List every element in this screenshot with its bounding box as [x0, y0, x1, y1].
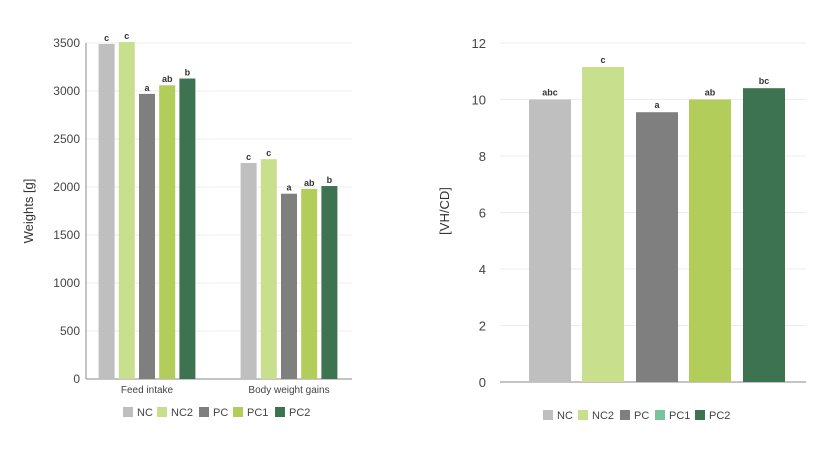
y-tick-label: 2500 — [53, 132, 80, 146]
legend-swatch-pc — [199, 407, 209, 417]
y-tick-label: 0 — [73, 372, 80, 386]
bar-pc1 — [689, 99, 731, 382]
y-tick-label: 1500 — [53, 228, 80, 242]
legend-label: PC2 — [289, 407, 310, 419]
legend-swatch-pc1 — [655, 410, 665, 420]
bar-data-label: b — [327, 175, 333, 185]
bar-data-label: a — [286, 183, 292, 193]
bar-data-label: ab — [162, 74, 173, 84]
bar-nc-body-weight-gains — [240, 163, 257, 379]
legend-label: PC — [213, 407, 228, 419]
bar-pc2-feed-intake — [179, 78, 196, 380]
legend-swatch-nc — [123, 407, 133, 417]
bar-nc2-feed-intake — [118, 42, 135, 379]
y-axis-label: [VH/CD] — [437, 187, 452, 235]
legend-label: NC2 — [171, 407, 193, 419]
legend-label: NC2 — [592, 410, 614, 422]
legend-swatch-nc2 — [578, 410, 588, 420]
bar-data-label: a — [654, 100, 660, 110]
legend-label: PC1 — [669, 410, 690, 422]
legend-swatch-nc2 — [157, 407, 167, 417]
y-tick-label: 1000 — [53, 276, 80, 290]
bar-data-label: bc — [759, 76, 770, 86]
bar-data-label: c — [600, 55, 605, 65]
bar-nc2 — [582, 67, 624, 382]
legend-label: NC — [137, 407, 153, 419]
legend-swatch-pc — [620, 410, 630, 420]
y-tick-label: 2000 — [53, 180, 80, 194]
legend-swatch-nc — [543, 410, 553, 420]
bar-pc — [636, 112, 678, 383]
bar-data-label: abc — [542, 88, 558, 98]
bar-pc2 — [743, 88, 785, 382]
legend-swatch-pc1 — [233, 407, 243, 417]
bar-pc-body-weight-gains — [281, 193, 297, 379]
bar-nc-feed-intake — [98, 43, 115, 380]
legend-swatch-pc2 — [275, 407, 285, 417]
bar-pc-feed-intake — [139, 93, 155, 379]
y-tick-label: 0 — [479, 375, 486, 390]
bar-data-label: b — [185, 68, 191, 78]
legend-label: PC1 — [247, 407, 268, 419]
bar-data-label: c — [266, 148, 271, 158]
y-tick-label: 2 — [479, 319, 486, 334]
y-axis-label: Weights [g] — [21, 179, 36, 244]
bar-data-label: ab — [304, 178, 315, 188]
x-category-label: Body weight gains — [248, 385, 329, 396]
y-tick-label: 3500 — [53, 36, 80, 50]
y-tick-label: 12 — [472, 36, 486, 51]
y-tick-label: 10 — [472, 93, 486, 108]
y-tick-label: 3000 — [53, 84, 80, 98]
y-tick-label: 4 — [479, 262, 486, 277]
bar-pc2-body-weight-gains — [321, 186, 338, 379]
bar-data-label: c — [246, 152, 251, 162]
y-tick-label: 500 — [60, 324, 80, 338]
legend-label: PC — [634, 410, 649, 422]
x-category-label: Feed intake — [121, 385, 174, 396]
y-tick-label: 6 — [479, 206, 486, 221]
bar-data-label: c — [104, 33, 109, 43]
bar-data-label: a — [144, 83, 150, 93]
bar-data-label: c — [124, 31, 129, 41]
bar-pc1-body-weight-gains — [301, 188, 318, 379]
bar-nc — [529, 99, 571, 382]
bar-nc2-body-weight-gains — [260, 159, 277, 379]
legend-label: NC — [557, 410, 573, 422]
y-tick-label: 8 — [479, 149, 486, 164]
legend-swatch-pc2 — [695, 410, 705, 420]
bar-data-label: ab — [705, 88, 716, 98]
legend-label: PC2 — [709, 410, 730, 422]
bar-pc1-feed-intake — [159, 85, 176, 380]
